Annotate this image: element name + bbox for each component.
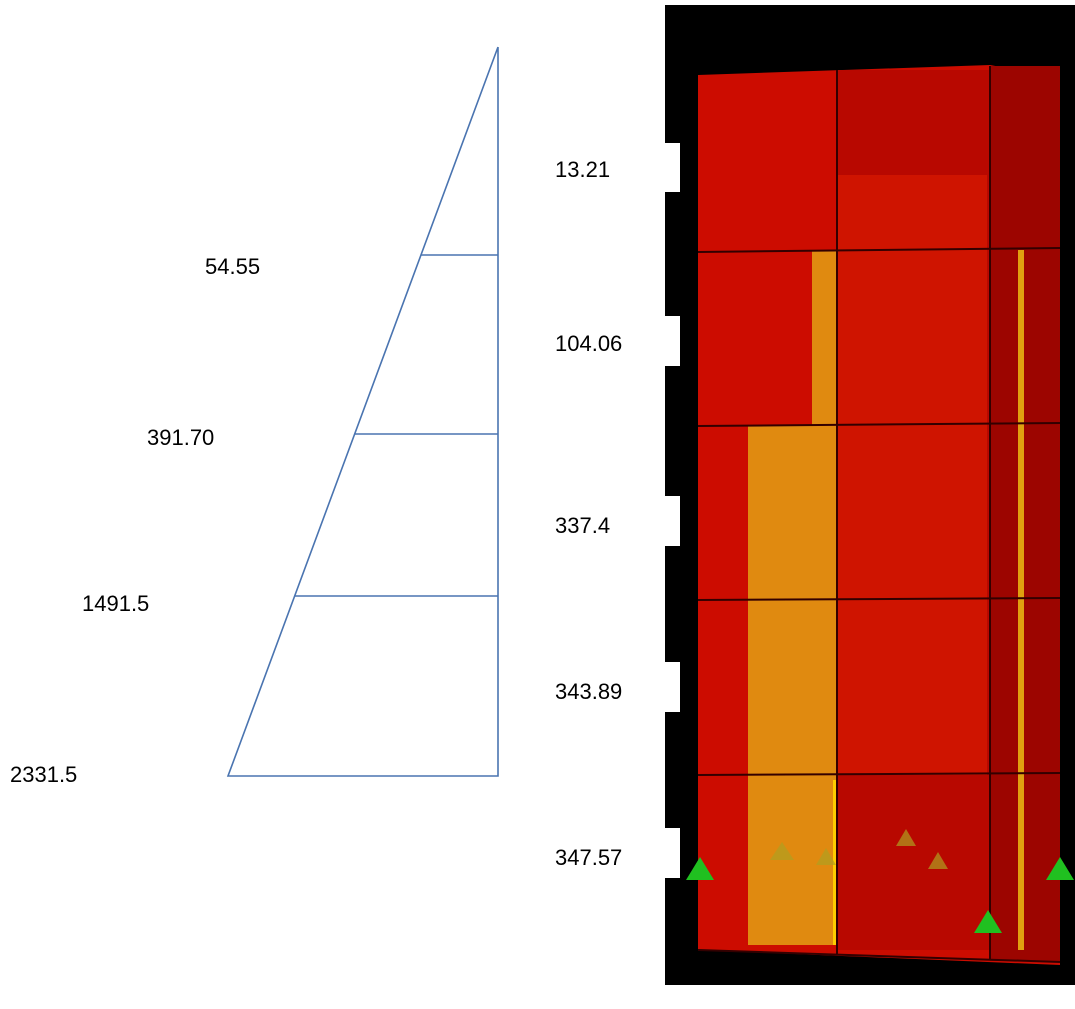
inner-face (837, 175, 987, 775)
right-label: 343.89 (555, 679, 622, 704)
left-label: 54.55 (205, 254, 260, 279)
load-triangle (228, 47, 498, 776)
right-label: 104.06 (555, 331, 622, 356)
yellow-column (1018, 250, 1024, 950)
orange-panel (812, 250, 837, 425)
diagram: 54.55 391.70 1491.5 2331.5 (0, 0, 1075, 1009)
building-side (990, 66, 1060, 961)
left-label: 391.70 (147, 425, 214, 450)
right-label: 13.21 (555, 157, 610, 182)
triangle-outline (228, 47, 498, 776)
right-label: 337.4 (555, 513, 610, 538)
left-label: 2331.5 (10, 762, 77, 787)
left-label: 1491.5 (82, 591, 149, 616)
right-label: 347.57 (555, 845, 622, 870)
model-view (665, 5, 1075, 985)
orange-panel (748, 425, 837, 945)
